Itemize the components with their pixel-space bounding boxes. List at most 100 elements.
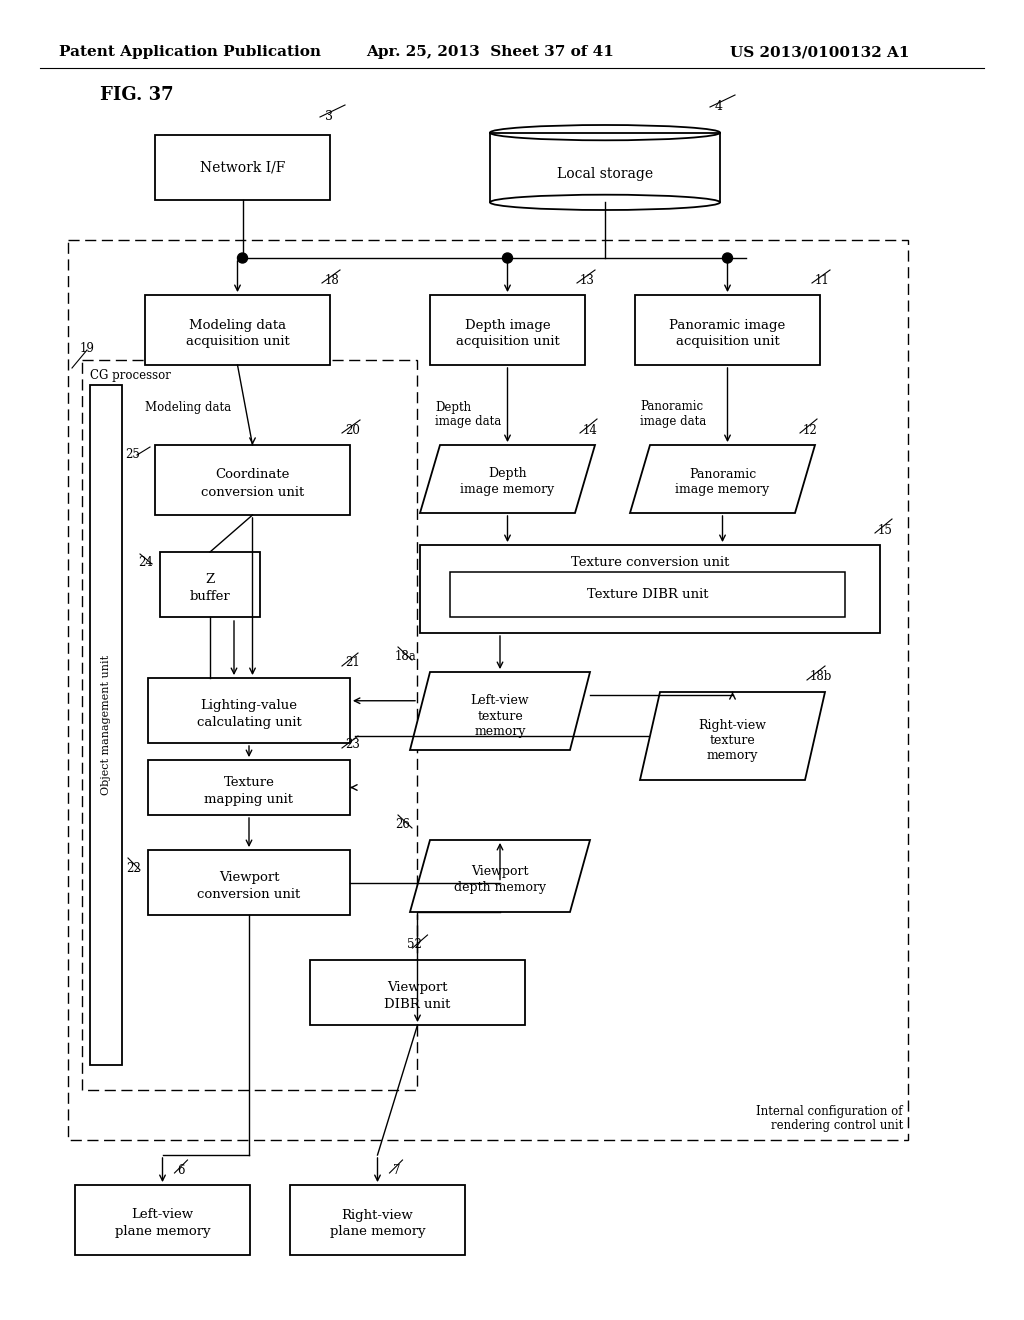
Text: 4: 4	[715, 100, 723, 114]
Text: acquisition unit: acquisition unit	[456, 335, 559, 348]
Text: Panoramic: Panoramic	[640, 400, 703, 413]
Polygon shape	[640, 692, 825, 780]
Text: 3: 3	[325, 111, 333, 124]
Text: Texture conversion unit: Texture conversion unit	[570, 557, 729, 569]
Text: Left-view: Left-view	[131, 1209, 194, 1221]
Text: Local storage: Local storage	[557, 168, 653, 181]
Text: calculating unit: calculating unit	[197, 715, 301, 729]
Text: Panoramic image: Panoramic image	[670, 318, 785, 331]
Text: memory: memory	[474, 725, 525, 738]
Text: Texture DIBR unit: Texture DIBR unit	[587, 587, 709, 601]
Text: memory: memory	[707, 750, 758, 763]
Text: 23: 23	[345, 738, 359, 751]
Polygon shape	[420, 445, 595, 513]
Text: 14: 14	[583, 424, 598, 437]
Bar	[310, 960, 525, 1026]
Circle shape	[503, 253, 512, 263]
Text: 52: 52	[408, 939, 422, 952]
Bar	[290, 1185, 465, 1255]
Polygon shape	[630, 445, 815, 513]
Text: image data: image data	[640, 416, 707, 429]
Ellipse shape	[490, 194, 720, 210]
Bar	[148, 678, 350, 743]
Text: depth memory: depth memory	[454, 880, 546, 894]
Text: Viewport: Viewport	[219, 871, 280, 884]
Text: 15: 15	[878, 524, 893, 536]
Bar	[75, 1185, 250, 1255]
Text: rendering control unit: rendering control unit	[771, 1119, 903, 1133]
Bar	[145, 294, 330, 366]
Ellipse shape	[490, 125, 720, 140]
Text: Right-view: Right-view	[342, 1209, 414, 1221]
Text: 12: 12	[803, 424, 818, 437]
Text: Object management unit: Object management unit	[101, 655, 111, 795]
Text: Z: Z	[206, 573, 215, 586]
Text: 22: 22	[126, 862, 140, 874]
Bar	[148, 760, 350, 814]
Text: 18a: 18a	[395, 651, 417, 664]
Text: Apr. 25, 2013  Sheet 37 of 41: Apr. 25, 2013 Sheet 37 of 41	[366, 45, 614, 59]
Text: Viewport: Viewport	[387, 981, 447, 994]
Text: CG processor: CG processor	[90, 370, 171, 383]
Text: Right-view: Right-view	[698, 719, 767, 733]
Text: plane memory: plane memory	[115, 1225, 210, 1238]
Text: 7: 7	[392, 1163, 400, 1176]
Bar	[635, 294, 820, 366]
Bar	[68, 240, 908, 1140]
Text: 21: 21	[345, 656, 359, 669]
Bar	[450, 572, 845, 616]
Text: 11: 11	[815, 273, 829, 286]
Text: Network I/F: Network I/F	[200, 161, 286, 174]
Bar	[430, 294, 585, 366]
Text: Lighting-value: Lighting-value	[201, 700, 298, 711]
Text: mapping unit: mapping unit	[205, 793, 294, 807]
Text: 20: 20	[345, 424, 359, 437]
Circle shape	[723, 253, 732, 263]
Text: Left-view: Left-view	[471, 694, 529, 708]
Text: Texture: Texture	[223, 776, 274, 789]
Text: 13: 13	[580, 273, 595, 286]
Text: 26: 26	[395, 818, 410, 832]
Polygon shape	[410, 840, 590, 912]
Text: Depth: Depth	[488, 467, 526, 480]
Text: texture: texture	[477, 710, 523, 722]
Text: 18: 18	[325, 273, 340, 286]
Text: FIG. 37: FIG. 37	[100, 86, 174, 104]
Bar	[155, 445, 350, 515]
Text: 24: 24	[138, 556, 153, 569]
Text: Modeling data: Modeling data	[189, 318, 286, 331]
Bar	[148, 850, 350, 915]
Text: 25: 25	[125, 449, 140, 462]
Bar	[420, 545, 880, 634]
Text: 6: 6	[177, 1163, 185, 1176]
Text: acquisition unit: acquisition unit	[185, 335, 290, 348]
Text: 19: 19	[80, 342, 95, 355]
Text: image memory: image memory	[461, 483, 555, 496]
Polygon shape	[410, 672, 590, 750]
Text: 18b: 18b	[810, 671, 833, 684]
Text: Viewport: Viewport	[471, 865, 528, 878]
Bar	[82, 360, 417, 1090]
Text: plane memory: plane memory	[330, 1225, 425, 1238]
Text: Patent Application Publication: Patent Application Publication	[59, 45, 321, 59]
Text: conversion unit: conversion unit	[198, 888, 301, 902]
Text: texture: texture	[710, 734, 756, 747]
Text: Panoramic: Panoramic	[689, 467, 756, 480]
Text: image memory: image memory	[676, 483, 770, 496]
Text: image data: image data	[435, 416, 502, 429]
Text: Depth image: Depth image	[465, 318, 550, 331]
Bar	[490, 132, 720, 202]
Text: conversion unit: conversion unit	[201, 486, 304, 499]
Text: acquisition unit: acquisition unit	[676, 335, 779, 348]
Text: Depth: Depth	[435, 400, 471, 413]
Circle shape	[238, 253, 248, 263]
Text: Modeling data: Modeling data	[145, 400, 231, 413]
Text: Internal configuration of: Internal configuration of	[757, 1106, 903, 1118]
Bar	[90, 385, 122, 1065]
Text: Coordinate: Coordinate	[215, 469, 290, 482]
Bar	[160, 552, 260, 616]
Text: US 2013/0100132 A1: US 2013/0100132 A1	[730, 45, 909, 59]
Text: DIBR unit: DIBR unit	[384, 998, 451, 1011]
Text: buffer: buffer	[189, 590, 230, 603]
Bar	[155, 135, 330, 201]
